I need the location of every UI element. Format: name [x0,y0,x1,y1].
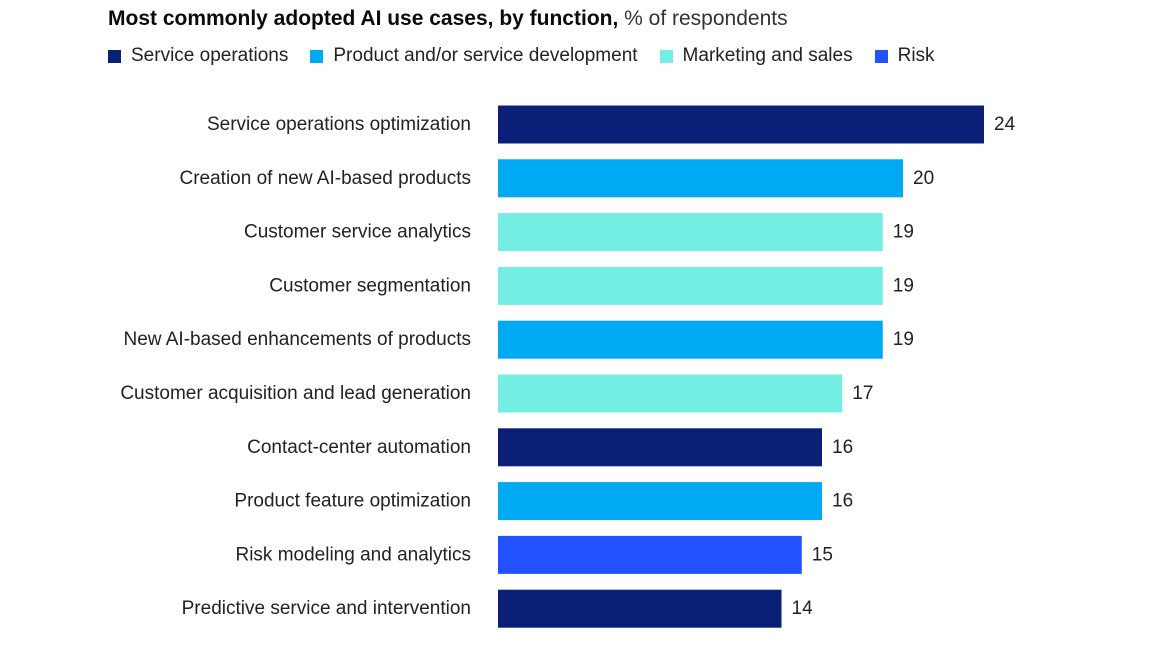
bar-predictive-service-and-intervention [498,589,782,628]
chart-subtitle: % of respondents [624,7,788,30]
value-label-risk-modeling-and-analytics: 15 [812,544,833,565]
bar-customer-segmentation [498,266,883,305]
legend-item-marketing-sales: Marketing and sales [659,45,853,67]
bar-service-operations-optimization [498,105,984,144]
value-label-predictive-service-and-intervention: 14 [792,598,814,619]
value-label-creation-of-new-ai-based-products: 20 [913,168,934,189]
legend: Service operations Product and/or servic… [108,43,957,69]
category-label-creation-of-new-ai-based-products: Creation of new AI-based products [179,168,471,189]
legend-label-service-operations: Service operations [131,45,289,66]
bar-customer-acquisition-and-lead-generation [498,374,843,413]
legend-label-product-development: Product and/or service development [333,45,638,66]
category-label-customer-segmentation: Customer segmentation [269,275,471,296]
value-label-contact-center-automation: 16 [832,437,853,458]
legend-swatch-marketing-sales [659,49,673,63]
category-label-customer-acquisition-and-lead-generation: Customer acquisition and lead generation [120,383,471,404]
bar-customer-service-analytics [498,213,883,252]
category-label-product-feature-optimization: Product feature optimization [234,491,471,512]
bar-risk-modeling-and-analytics [498,535,802,574]
chart-title-main: Most commonly adopted AI use cases, by f… [108,7,619,30]
bar-new-ai-based-enhancements-of-products [498,320,883,359]
bar-creation-of-new-ai-based-products [498,159,903,198]
category-label-customer-service-analytics: Customer service analytics [244,222,471,243]
value-label-customer-acquisition-and-lead-generation: 17 [852,383,873,404]
legend-item-service-operations: Service operations [108,45,288,67]
value-label-new-ai-based-enhancements-of-products: 19 [893,329,914,350]
legend-label-risk: Risk [897,45,935,66]
value-label-customer-service-analytics: 19 [893,222,914,243]
bar-product-feature-optimization [498,482,822,521]
legend-swatch-product-development [310,49,324,63]
category-label-risk-modeling-and-analytics: Risk modeling and analytics [235,544,471,565]
value-label-service-operations-optimization: 24 [994,114,1016,135]
bar-contact-center-automation [498,428,822,467]
legend-item-product-development: Product and/or service development [310,45,638,67]
legend-item-risk: Risk [874,45,935,67]
value-label-customer-segmentation: 19 [893,275,914,296]
legend-swatch-service-operations [108,49,121,63]
legend-label-marketing-sales: Marketing and sales [682,45,853,66]
value-label-product-feature-optimization: 16 [832,491,853,512]
legend-swatch-risk [874,49,888,63]
category-label-new-ai-based-enhancements-of-products: New AI-based enhancements of products [124,329,471,350]
chart-title: Most commonly adopted AI use cases, by f… [108,6,788,32]
category-label-service-operations-optimization: Service operations optimization [207,114,471,135]
category-label-predictive-service-and-intervention: Predictive service and intervention [182,598,471,619]
category-label-contact-center-automation: Contact-center automation [247,437,471,458]
